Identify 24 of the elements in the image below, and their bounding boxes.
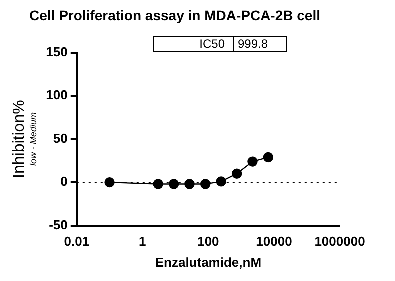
point (184, 179, 195, 190)
y-tick-label: 100 (46, 88, 68, 103)
point (216, 176, 226, 187)
x-tick-label: 1 (139, 234, 146, 250)
y-tick-label: 150 (46, 44, 68, 60)
chart-title: Cell Proliferation assay in MDA-PCA-2B cell (30, 7, 320, 24)
x-tick-label: 10000 (256, 234, 292, 250)
x-tick-label: 1000000 (314, 234, 366, 250)
y-axis-title: Inhibition% (11, 100, 28, 178)
point (200, 179, 211, 190)
x-tick-label: 0.01 (64, 234, 90, 250)
point (168, 179, 180, 190)
text: 999.8 (234, 36, 286, 52)
y-tick-label: -50 (49, 217, 68, 232)
y-tick-label: 50 (53, 130, 68, 146)
x-axis-title: Enzalutamide,nM (155, 254, 262, 270)
text: low - Medium (28, 112, 38, 166)
point (232, 168, 242, 179)
point (153, 179, 164, 190)
point (263, 152, 274, 163)
point (248, 156, 258, 167)
y-tick-label: 0 (60, 174, 68, 190)
text: IC50 (154, 36, 234, 52)
x-tick-label: 100 (198, 234, 220, 250)
